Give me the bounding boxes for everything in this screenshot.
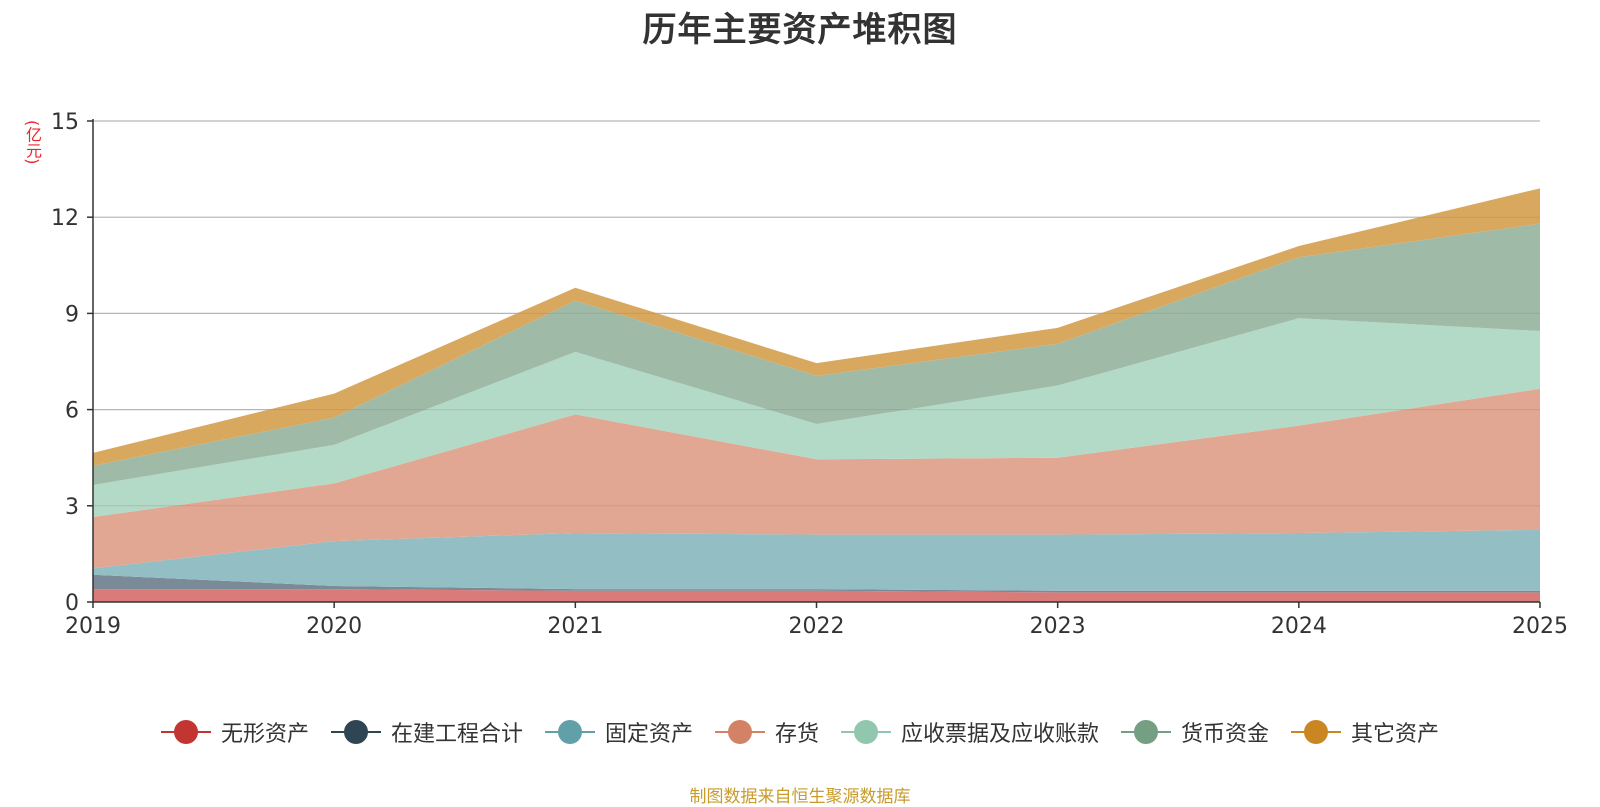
x-tick-label: 2021: [547, 614, 603, 639]
x-tick-label: 2022: [789, 614, 845, 639]
legend-item-2[interactable]: 固定资产: [544, 716, 693, 748]
legend-marker-icon: [841, 719, 891, 745]
source-note: 制图数据来自恒生聚源数据库: [689, 787, 911, 807]
area-series-1: [93, 574, 1540, 593]
area-layers: [93, 120, 1540, 602]
y-tick-label: 0: [65, 591, 79, 616]
legend-item-1[interactable]: 在建工程合计: [330, 716, 523, 748]
legend-item-6[interactable]: 其它资产: [1291, 716, 1439, 748]
y-tick-label: 6: [65, 399, 79, 424]
legend: 无形资产 在建工程合计 固定资产 存货 应收票据及应收账款 货币资金 其它资产: [0, 716, 1600, 748]
legend-marker-icon: [714, 719, 765, 745]
legend-label: 在建工程合计: [390, 722, 523, 747]
legend-marker-icon: [544, 719, 595, 745]
legend-marker-icon: [330, 719, 381, 745]
legend-marker-icon: [160, 719, 211, 745]
legend-label: 固定资产: [604, 722, 693, 747]
legend-item-0[interactable]: 无形资产: [160, 716, 309, 748]
legend-label: 无形资产: [220, 722, 309, 747]
area-series-5: [93, 223, 1540, 485]
area-series-3: [93, 388, 1540, 569]
chart-title: 历年主要资产堆积图: [642, 10, 958, 50]
area-series-2: [93, 529, 1540, 591]
axes: [87, 119, 1541, 608]
legend-marker-icon: [1291, 719, 1342, 745]
tick-labels: 0 3 6 9 12 15 2019 2020 2021 2022 2023 2024 2025: [51, 110, 1568, 639]
legend-label: 存货: [774, 722, 819, 747]
x-tick-label: 2024: [1271, 614, 1327, 639]
y-tick-label: 15: [51, 110, 79, 135]
legend-marker-icon: [1121, 719, 1172, 745]
stacked-area-chart: 0 3 6 9 12 15 2019 2020 2021 2022 2023 2024 2025: [51, 110, 1568, 639]
legend-label: 其它资产: [1351, 722, 1440, 747]
x-tick-label: 2020: [306, 614, 362, 639]
y-tick-label: 3: [65, 495, 79, 520]
x-tick-label: 2019: [65, 614, 121, 639]
legend-item-4[interactable]: 应收票据及应收账款: [841, 716, 1099, 748]
legend-item-3[interactable]: 存货: [714, 716, 819, 748]
y-tick-label: 9: [65, 302, 79, 327]
legend-label: 货币资金: [1181, 722, 1270, 747]
y-axis-unit-label: (亿元): [23, 120, 42, 165]
x-tick-label: 2023: [1030, 614, 1086, 639]
y-tick-label: 12: [51, 206, 79, 231]
legend-label: 应收票据及应收账款: [901, 722, 1100, 747]
legend-item-5[interactable]: 货币资金: [1121, 716, 1269, 748]
area-series-4: [93, 318, 1540, 518]
x-tick-label: 2025: [1512, 614, 1568, 639]
